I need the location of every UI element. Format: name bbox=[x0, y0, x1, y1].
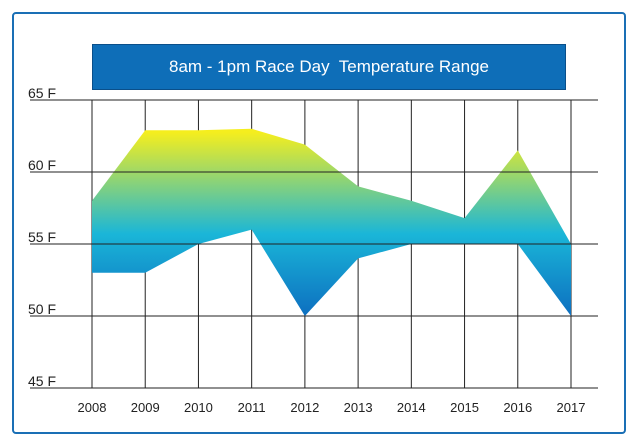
y-tick-label: 55 F bbox=[28, 229, 56, 245]
x-tick-label: 2015 bbox=[450, 400, 479, 415]
x-tick-label: 2016 bbox=[503, 400, 532, 415]
x-axis-labels: 2008 2009 2010 2011 2012 2013 2014 2015 2016 2017 bbox=[78, 400, 586, 415]
y-tick-label: 50 F bbox=[28, 301, 56, 317]
y-tick-label: 60 F bbox=[28, 157, 56, 173]
horizontal-gridlines bbox=[30, 99, 598, 389]
chart-title-bar: 8am - 1pm Race Day Temperature Range bbox=[92, 44, 566, 90]
x-tick-label: 2014 bbox=[397, 400, 426, 415]
x-tick-label: 2010 bbox=[184, 400, 213, 415]
temperature-range-area bbox=[92, 128, 571, 316]
x-tick-label: 2013 bbox=[344, 400, 373, 415]
y-tick-label: 45 F bbox=[28, 373, 56, 389]
x-tick-label: 2008 bbox=[78, 400, 107, 415]
y-axis-labels: 65 F 60 F 55 F 50 F 45 F bbox=[28, 85, 56, 389]
chart-title: 8am - 1pm Race Day Temperature Range bbox=[168, 57, 489, 76]
y-tick-label: 65 F bbox=[28, 85, 56, 101]
x-tick-label: 2011 bbox=[238, 400, 266, 415]
x-tick-label: 2012 bbox=[290, 400, 319, 415]
x-tick-label: 2017 bbox=[557, 400, 586, 415]
x-tick-label: 2009 bbox=[131, 400, 160, 415]
